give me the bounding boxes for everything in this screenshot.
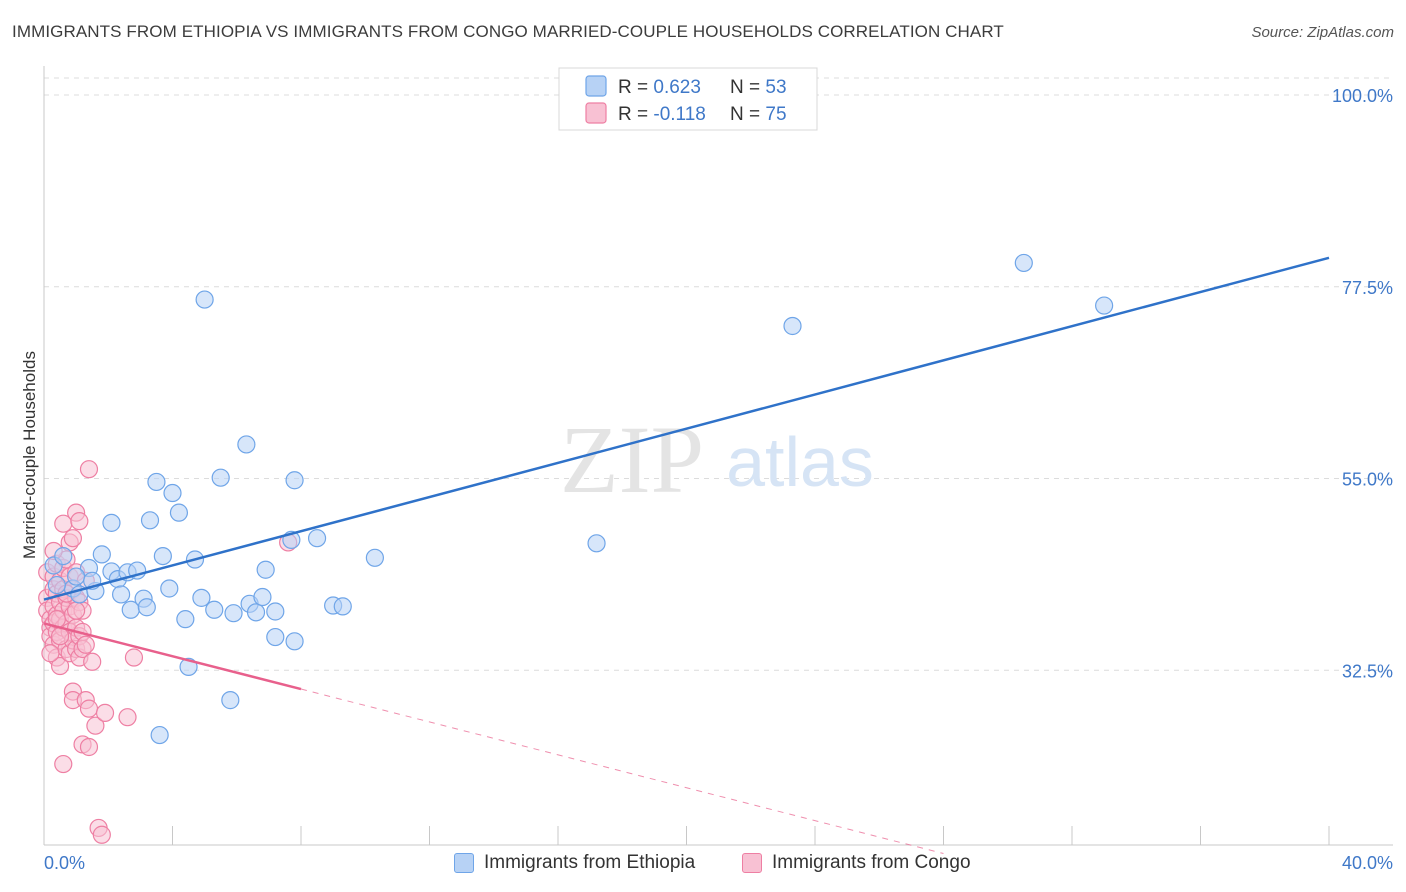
congo-point-20: [50, 656, 70, 676]
ethiopia-point-36: [266, 627, 285, 647]
ethiopia-point-47: [1014, 253, 1033, 273]
x-tick-label-min: 0.0%: [44, 853, 85, 873]
ethiopia-point-34: [256, 560, 275, 579]
congo-point-55: [76, 635, 95, 654]
congo-point-58: [79, 699, 99, 718]
ethiopia-point-29: [224, 604, 243, 623]
ethiopia-point-45: [587, 534, 606, 553]
y-tick-label-1: 77.5%: [1342, 278, 1393, 298]
ethiopia-point-40: [307, 529, 327, 548]
stats-legend-swatch-ethiopia: [585, 75, 607, 97]
n-label-congo: N =: [730, 104, 765, 125]
ethiopia-point-10: [111, 585, 131, 604]
ethiopia-trendline: [43, 256, 1330, 601]
series-legend: Immigrants from Ethiopia Immigrants from…: [0, 850, 1406, 880]
ethiopia-point-24: [192, 588, 211, 607]
ethiopia-point-26: [205, 600, 224, 619]
congo-point-65: [118, 708, 137, 727]
y-tick-label-2: 55.0%: [1342, 470, 1393, 490]
axes: [43, 66, 1393, 846]
legend-item-congo[interactable]: Immigrants from Congo: [742, 852, 971, 874]
ethiopia-points: [44, 253, 1114, 745]
ethiopia-point-44: [150, 725, 169, 745]
ethiopia-point-1: [54, 546, 73, 566]
ethiopia-point-46: [783, 316, 802, 336]
congo-point-68: [54, 754, 73, 774]
ethiopia-point-8: [102, 513, 121, 532]
watermark-zip: ZIP: [560, 406, 704, 513]
y-tick-label-0: 100.0%: [1332, 86, 1393, 106]
legend-item-ethiopia[interactable]: Immigrants from Ethiopia: [454, 852, 695, 874]
r-label-congo: R =: [618, 104, 653, 125]
ethiopia-point-49: [67, 567, 86, 586]
source-credit: Source: ZipAtlas.com: [1251, 24, 1394, 41]
trendlines: [43, 256, 1330, 855]
congo-point-73: [67, 601, 86, 620]
legend-label-congo: Immigrants from Congo: [772, 852, 971, 873]
congo-trendline-extension: [300, 688, 944, 855]
congo-point-59: [79, 737, 99, 757]
ethiopia-point-6: [92, 545, 111, 564]
watermark: ZIP atlas: [560, 406, 874, 513]
congo-point-60: [83, 652, 102, 671]
ethiopia-point-21: [176, 610, 195, 629]
ethiopia-point-19: [163, 483, 182, 503]
ethiopia-point-30: [237, 435, 256, 454]
congo-point-69: [41, 644, 60, 663]
n-label-ethiopia: N =: [730, 77, 765, 98]
gridlines: [44, 77, 1393, 671]
ethiopia-point-48: [1095, 296, 1114, 315]
stats-legend-n-ethiopia: N = 53: [730, 77, 787, 98]
congo-trendline: [43, 622, 302, 691]
chart-title: IMMIGRANTS FROM ETHIOPIA VS IMMIGRANTS F…: [12, 22, 1004, 41]
ethiopia-point-42: [333, 597, 352, 616]
r-value-congo: -0.118: [653, 104, 705, 125]
congo-point-35: [63, 529, 83, 548]
congo-point-63: [92, 825, 111, 844]
ethiopia-point-52: [47, 575, 66, 595]
y-tick-labels: 100.0% 77.5% 55.0% 32.5%: [1332, 86, 1393, 681]
legend-swatch-ethiopia: [454, 853, 474, 873]
congo-point-66: [124, 648, 144, 667]
ethiopia-point-18: [160, 579, 179, 598]
legend-label-ethiopia: Immigrants from Ethiopia: [484, 852, 696, 873]
ethiopia-point-15: [140, 511, 160, 530]
stats-legend-n-congo: N = 75: [730, 104, 787, 125]
y-tick-label-3: 32.5%: [1342, 661, 1393, 681]
stats-legend-swatch-congo: [585, 102, 607, 124]
r-label-ethiopia: R =: [618, 77, 653, 98]
ethiopia-point-33: [253, 587, 272, 607]
watermark-atlas: atlas: [726, 423, 874, 501]
ethiopia-point-32: [246, 603, 266, 622]
ethiopia-point-35: [266, 602, 285, 621]
ethiopia-point-20: [169, 503, 189, 522]
ethiopia-point-16: [147, 472, 166, 492]
stats-legend-row-ethiopia: R = 0.623: [618, 77, 701, 98]
congo-point-46: [70, 512, 89, 531]
x-tick-label-max: 40.0%: [1342, 853, 1393, 873]
congo-points: [38, 460, 298, 844]
n-value-congo: 75: [765, 104, 786, 125]
ethiopia-point-28: [221, 691, 240, 710]
congo-point-57: [79, 460, 99, 479]
stats-legend: R = 0.623 N = 53 R = -0.118 N = 75: [558, 67, 818, 131]
ethiopia-point-17: [153, 546, 172, 566]
ethiopia-point-25: [195, 290, 214, 309]
legend-swatch-congo: [742, 853, 762, 873]
ethiopia-point-51: [137, 598, 156, 617]
congo-point-61: [86, 716, 105, 735]
r-value-ethiopia: 0.623: [653, 77, 701, 98]
congo-point-64: [95, 703, 115, 723]
ethiopia-point-43: [365, 548, 384, 567]
y-axis-label: Married-couple Households: [20, 351, 39, 559]
n-value-ethiopia: 53: [765, 77, 786, 98]
stats-legend-row-congo: R = -0.118: [618, 104, 706, 125]
ethiopia-point-38: [285, 632, 304, 651]
ethiopia-point-27: [211, 468, 230, 487]
ethiopia-point-39: [285, 471, 304, 490]
